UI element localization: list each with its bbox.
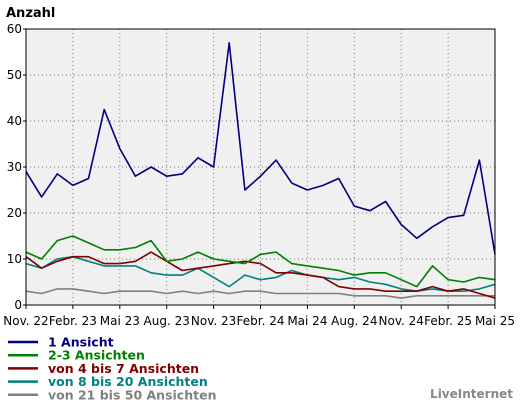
x-tick-label: Febr. 23 (49, 314, 97, 328)
x-tick-label: Aug. 24 (331, 314, 377, 328)
legend-entry: 2-3 Ansichten (48, 348, 145, 363)
y-axis-label: Anzahl (6, 6, 55, 21)
x-tick-label: Febr. 24 (237, 314, 285, 328)
y-tick-label: 40 (7, 114, 22, 128)
series-line (25, 235, 496, 288)
series-line (25, 288, 495, 299)
legend-entry: von 21 bis 50 Ansichten (48, 387, 216, 402)
series-line (25, 41, 496, 255)
x-tick-label: Nov. 24 (379, 314, 424, 328)
x-tick-label: Nov. 23 (191, 314, 236, 328)
y-tick-label: 50 (7, 68, 22, 82)
x-tick-label: Febr. 25 (424, 314, 472, 328)
legend-entry: von 4 bis 7 Ansichten (48, 361, 199, 376)
y-tick-label: 10 (7, 252, 22, 266)
y-tick-label: 60 (7, 22, 22, 36)
y-tick-label: 20 (7, 206, 22, 220)
x-tick-label: Mai 25 (475, 314, 515, 328)
x-tick-label: Nov. 22 (3, 314, 48, 328)
credit-label: LiveInternet (430, 387, 513, 401)
series-line (25, 251, 496, 299)
x-tick-label: Aug. 23 (144, 314, 190, 328)
plot-area (26, 29, 495, 305)
x-tick-label: Mai 24 (287, 314, 327, 328)
x-tick-label: Mai 23 (100, 314, 140, 328)
y-tick-label: 30 (7, 160, 22, 174)
y-tick-label: 0 (14, 298, 22, 312)
legend-entry: von 8 bis 20 Ansichten (48, 374, 208, 389)
legend-entry: 1 Ansicht (48, 335, 114, 350)
